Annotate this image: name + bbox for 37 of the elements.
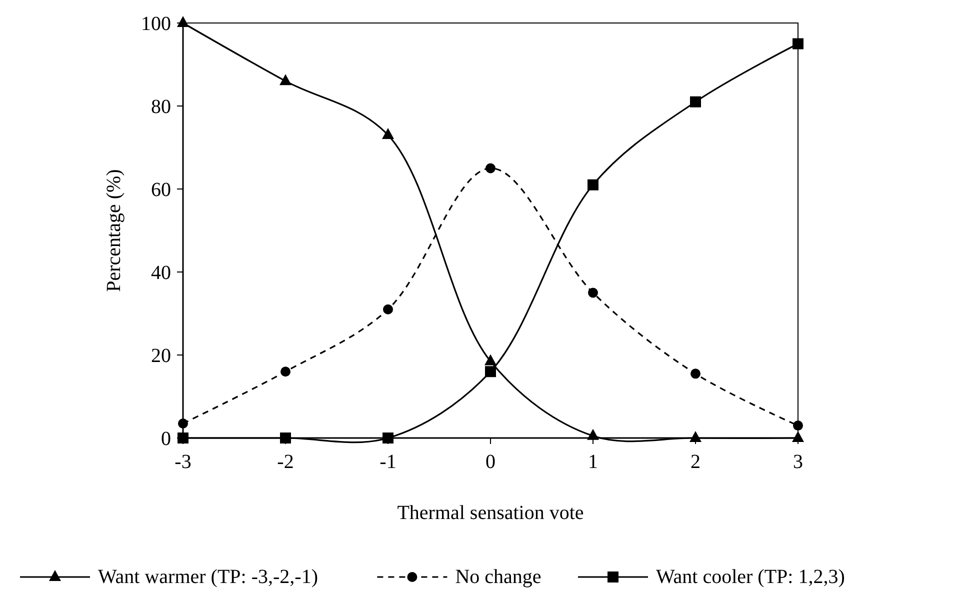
point: [382, 432, 394, 444]
legend-label: Want cooler (TP: 1,2,3): [656, 566, 845, 588]
x-tick-label: -1: [380, 451, 396, 473]
point: [588, 179, 598, 190]
point: [588, 288, 598, 298]
y-tick-label: 40: [151, 262, 171, 284]
point: [793, 420, 803, 431]
legend-label: Want warmer (TP: -3,-2,-1): [98, 566, 318, 588]
y-tick-label: 80: [151, 96, 171, 118]
x-axis-title: Thermal sensation vote: [397, 502, 584, 524]
point: [484, 354, 496, 366]
point: [690, 431, 702, 442]
x-tick-label: 2: [690, 451, 700, 473]
point: [280, 432, 291, 444]
legend-label: No change: [455, 566, 542, 588]
y-tick-label: 0: [161, 428, 171, 450]
point: [690, 368, 700, 379]
point: [280, 366, 290, 377]
y-tick-label: 100: [141, 13, 171, 35]
point: [587, 428, 599, 440]
x-tick-label: 0: [486, 451, 496, 473]
y-axis-title: Percentage (%): [103, 169, 125, 292]
x-tick-label: 1: [588, 451, 598, 473]
point: [792, 38, 804, 50]
point: [486, 163, 496, 174]
y-tick-label: 20: [151, 345, 171, 367]
point: [178, 418, 188, 428]
point: [382, 128, 394, 140]
point: [690, 96, 701, 108]
point: [485, 366, 496, 378]
y-tick-label: 60: [151, 179, 171, 201]
point: [792, 431, 804, 442]
point: [280, 74, 292, 86]
x-tick-label: -2: [277, 451, 294, 473]
point: [383, 304, 393, 314]
x-tick-label: -3: [174, 451, 192, 473]
x-tick-label: 3: [793, 451, 803, 473]
